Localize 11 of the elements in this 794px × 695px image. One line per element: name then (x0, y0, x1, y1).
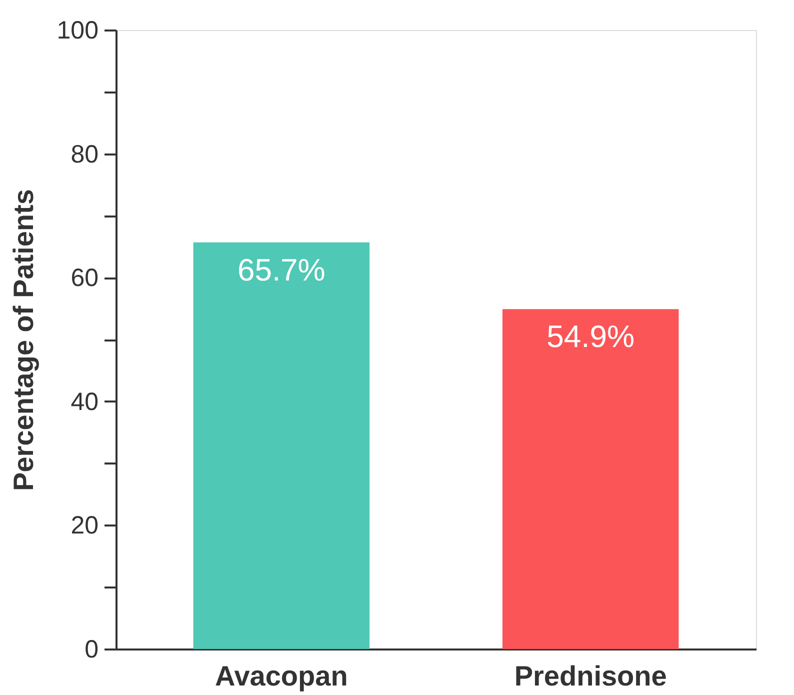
data-label: 54.9% (546, 319, 635, 354)
y-tick-label: 80 (70, 140, 98, 168)
y-tick-label: 100 (56, 16, 98, 44)
y-axis-title: Percentage of Patients (8, 189, 39, 491)
x-tick-label: Avacopan (215, 660, 348, 692)
y-tick-label: 60 (70, 264, 98, 292)
data-label: 65.7% (237, 252, 326, 288)
y-tick-label: 40 (70, 388, 98, 416)
y-tick-label: 0 (84, 636, 98, 664)
y-tick-label: 20 (70, 512, 98, 540)
x-tick-label: Prednisone (514, 660, 667, 692)
